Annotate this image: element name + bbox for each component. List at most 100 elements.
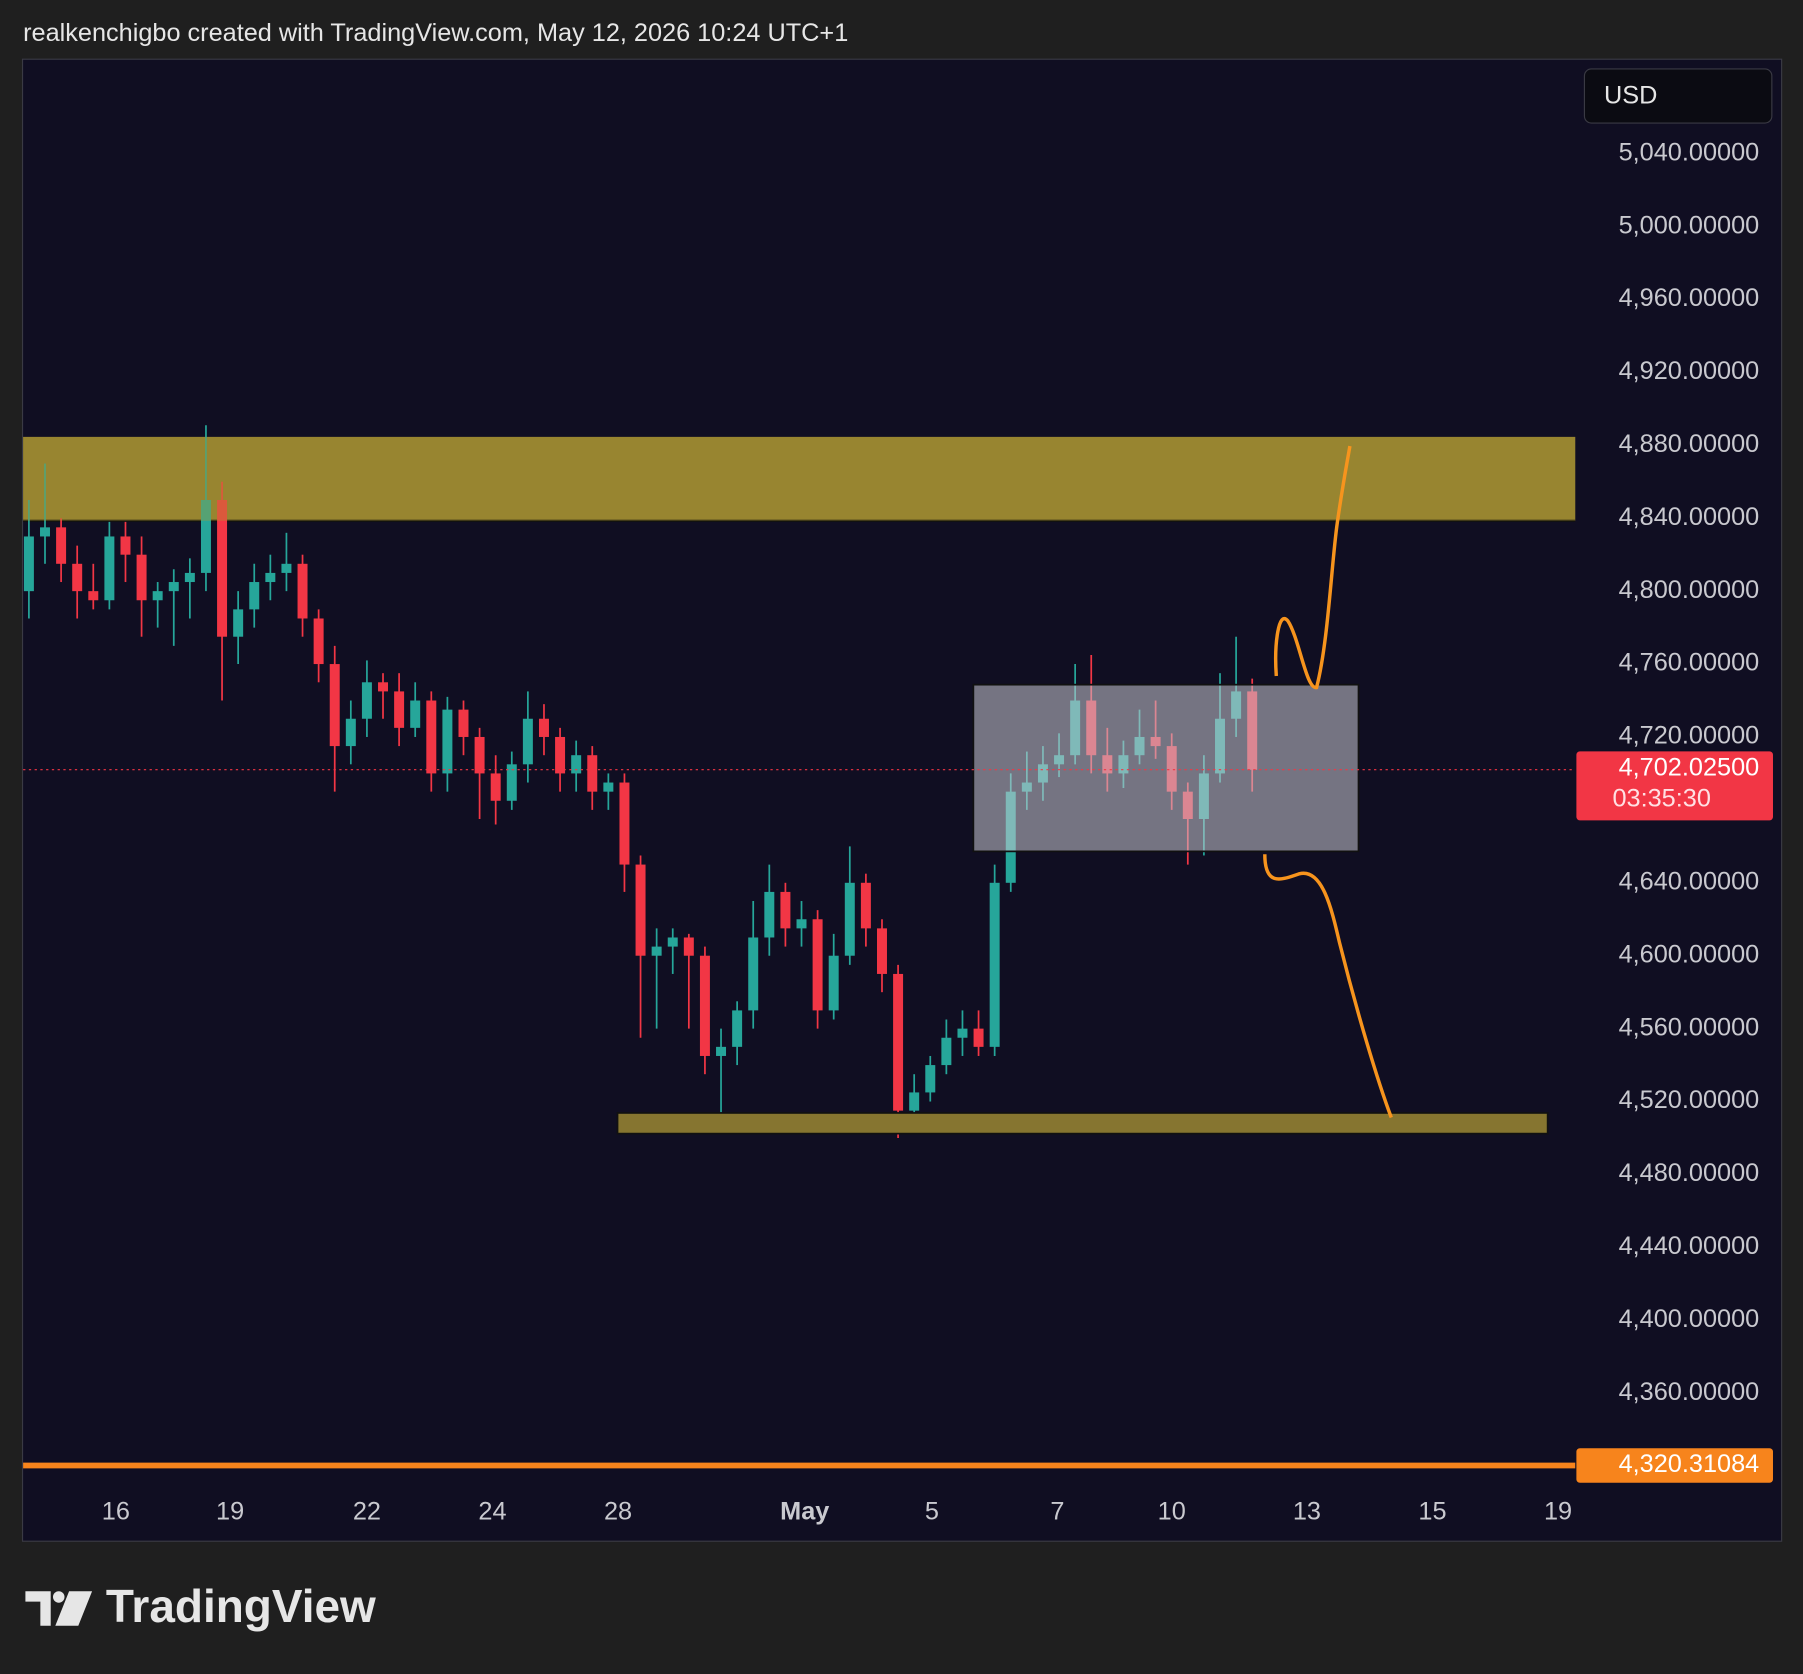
candle-body xyxy=(941,1037,952,1066)
candle-body xyxy=(732,1010,743,1047)
candle-body xyxy=(909,1092,920,1111)
x-tick-label: 16 xyxy=(102,1498,130,1526)
candle-body xyxy=(764,891,775,938)
y-tick-label: 4,840.00000 xyxy=(1619,503,1760,531)
y-tick-label: 4,560.00000 xyxy=(1619,1013,1760,1041)
candle-body xyxy=(587,755,598,792)
candle-body xyxy=(217,500,228,637)
y-tick-label: 4,960.00000 xyxy=(1619,284,1760,312)
candle-body xyxy=(828,955,839,1011)
candle-body xyxy=(378,682,389,692)
level-tag xyxy=(1576,1448,1773,1483)
candle-body xyxy=(313,618,324,665)
candle-body xyxy=(812,919,823,1011)
candle-body xyxy=(619,782,630,865)
logo-icon xyxy=(25,1591,93,1626)
candle-body xyxy=(361,682,372,719)
candle-body xyxy=(458,709,469,737)
candle-body xyxy=(474,736,485,774)
countdown: 03:35:30 xyxy=(1612,784,1710,812)
candle-body xyxy=(796,919,807,929)
x-tick-label: 15 xyxy=(1418,1498,1446,1526)
logo: TradingView xyxy=(25,1580,376,1632)
y-tick-label: 4,720.00000 xyxy=(1619,722,1760,750)
x-tick-label: 22 xyxy=(353,1498,381,1526)
y-tick-label: 4,600.00000 xyxy=(1619,940,1760,968)
resistance-zone-tint xyxy=(23,436,1576,521)
candle-body xyxy=(265,572,276,583)
y-tick-label: 4,640.00000 xyxy=(1619,867,1760,895)
x-tick-label: 10 xyxy=(1158,1498,1186,1526)
candle-body xyxy=(410,700,421,728)
candle-body xyxy=(844,882,855,956)
candle-body xyxy=(893,973,904,1111)
candle-body xyxy=(104,536,115,601)
x-tick-label: 19 xyxy=(1544,1498,1572,1526)
x-tick-label: 28 xyxy=(604,1498,632,1526)
candle-body xyxy=(571,755,582,774)
candle-body xyxy=(200,500,211,573)
candle-body xyxy=(957,1028,968,1038)
candle-body xyxy=(281,563,292,573)
candle-body xyxy=(329,664,340,747)
candle-body xyxy=(716,1046,727,1056)
candle-body xyxy=(72,563,83,592)
candle-body xyxy=(120,536,131,555)
logo-dot xyxy=(53,1591,65,1603)
y-tick-label: 4,440.00000 xyxy=(1619,1232,1760,1260)
candle-body xyxy=(233,609,244,637)
drawings-back xyxy=(23,436,1576,522)
x-tick-label: 13 xyxy=(1293,1498,1321,1526)
y-tick-label: 4,480.00000 xyxy=(1619,1159,1760,1187)
support-zone xyxy=(616,1112,1549,1135)
level-label: 4,320.31084 xyxy=(1619,1450,1760,1478)
candle-body xyxy=(683,937,694,956)
candle-body xyxy=(667,937,678,947)
projection-down xyxy=(1263,854,1393,1119)
y-tick-label: 4,520.00000 xyxy=(1619,1086,1760,1114)
x-tick-label: 5 xyxy=(925,1498,939,1526)
candle-body xyxy=(603,782,614,792)
candle-body xyxy=(522,718,533,765)
candle-body xyxy=(506,764,517,801)
candle-body xyxy=(249,582,260,610)
candle-body xyxy=(442,709,453,774)
candle-body xyxy=(56,527,67,564)
candle-body xyxy=(876,928,887,974)
candle-body xyxy=(973,1028,984,1047)
resistance-zone xyxy=(23,436,1576,521)
y-tick-label: 4,880.00000 xyxy=(1619,430,1760,458)
candle-body xyxy=(538,718,549,737)
y-tick-label: 4,360.00000 xyxy=(1619,1378,1760,1406)
last-price-tag xyxy=(1576,751,1773,821)
y-tick-label: 4,920.00000 xyxy=(1619,357,1760,385)
candle-body xyxy=(345,718,356,747)
candle-body xyxy=(152,591,163,601)
candle-body xyxy=(699,955,710,1056)
x-tick-label: 24 xyxy=(478,1498,506,1526)
candle-body xyxy=(136,554,147,601)
candle-body xyxy=(635,864,646,956)
x-tick-label: 7 xyxy=(1050,1498,1064,1526)
currency[interactable]: USD xyxy=(1604,81,1657,109)
candle-body xyxy=(168,582,179,592)
y-tick-label: 5,000.00000 xyxy=(1619,211,1760,239)
y-tick-label: 4,400.00000 xyxy=(1619,1305,1760,1333)
brand: TradingView xyxy=(106,1580,376,1632)
candle-body xyxy=(860,882,871,929)
header: realkenchigbo created with TradingView.c… xyxy=(23,19,848,47)
drawings-front xyxy=(23,436,1576,1135)
y-tick-label: 4,760.00000 xyxy=(1619,649,1760,677)
chart-panel xyxy=(21,58,1783,1542)
y-tick-label: 4,800.00000 xyxy=(1619,576,1760,604)
candle-body xyxy=(40,527,50,537)
candle-body xyxy=(651,946,662,956)
candle-body xyxy=(989,882,1000,1047)
candle-body xyxy=(555,736,566,774)
candle-body xyxy=(780,891,791,929)
currency-button[interactable] xyxy=(1583,68,1773,124)
y-tick-label: 5,040.00000 xyxy=(1619,138,1760,166)
candle-body xyxy=(88,591,99,601)
range-box xyxy=(972,683,1360,853)
